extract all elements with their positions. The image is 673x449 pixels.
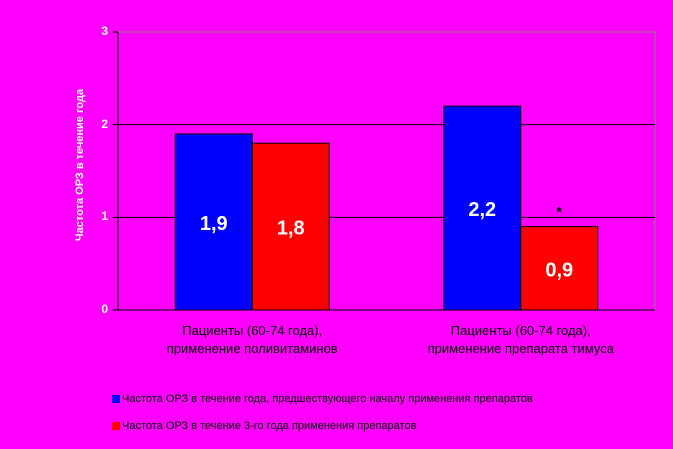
bar [174, 133, 253, 311]
data-label: 2,2 [468, 199, 496, 221]
annotation-asterisk: * [557, 204, 563, 220]
y-tick-label: 2 [101, 116, 108, 131]
y-tick-label: 0 [101, 302, 108, 316]
data-label: 0,9 [545, 259, 573, 281]
legend-swatch-series-1 [112, 395, 120, 403]
legend-swatch-series-2 [112, 422, 120, 430]
x-category-label-line: Пациенты (60-74 года), [450, 323, 591, 338]
x-category-label: Пациенты (60-74 года), применение поливит… [112, 322, 392, 358]
legend-item-series-2: Частота ОРЗ в течение 3-го года применен… [112, 420, 416, 432]
data-label: 1,9 [200, 213, 228, 235]
legend-label-series-2: Частота ОРЗ в течение 3-го года применен… [122, 420, 417, 432]
data-label: 1,8 [277, 218, 305, 240]
x-category-label-line: Пациенты (60-74 года), [182, 323, 323, 338]
y-tick-label: 3 [101, 24, 108, 38]
y-tick-label: 1 [101, 209, 108, 224]
bar [251, 142, 330, 311]
x-category-label: Пациенты (60-74 года), применение препара… [381, 322, 661, 358]
bar [443, 105, 522, 311]
x-category-label-line: применение препарата тимуса [427, 341, 614, 356]
legend-label-series-1: Частота ОРЗ в течение года, предшествующ… [122, 393, 533, 405]
x-category-label-line: применение поливитаминов [166, 341, 338, 356]
bar [520, 226, 599, 311]
legend-item-series-1: Частота ОРЗ в течение года, предшествующ… [112, 393, 533, 405]
y-axis-label: Частота ОРЗ в течение года [74, 88, 86, 242]
